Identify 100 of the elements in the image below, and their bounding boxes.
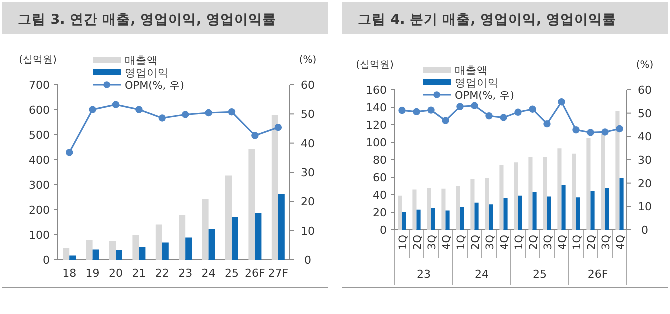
bar (586, 138, 591, 230)
x-tick-label: 26F (245, 267, 266, 280)
point (228, 108, 236, 116)
bar (156, 224, 162, 260)
y2-tick-label: 50 (638, 107, 652, 120)
bar (139, 247, 146, 260)
x-tick-label: 24 (202, 267, 216, 280)
bar (460, 207, 464, 230)
y2-axis-title: (%) (636, 60, 654, 71)
y2-tick-label: 10 (301, 224, 315, 238)
x-tick-label: 2Q (470, 235, 482, 250)
x-tick-label: 3Q (426, 235, 438, 250)
bar (605, 188, 610, 230)
bar (116, 250, 122, 260)
point (572, 126, 580, 134)
x-tick-label: 22 (155, 267, 170, 280)
y2-tick-label: 60 (638, 84, 652, 97)
bar (86, 240, 93, 260)
y-tick-label: 60 (373, 172, 387, 184)
point (182, 111, 190, 118)
bar (132, 235, 140, 260)
bar (226, 176, 232, 260)
y-tick-label: 40 (373, 189, 387, 202)
bar (601, 134, 606, 230)
y-tick-label: 140 (366, 102, 387, 114)
bar (474, 202, 479, 230)
y-tick-label: 20 (373, 206, 387, 220)
bar (489, 204, 494, 230)
x-tick-label: 2Q (586, 235, 598, 250)
x-tick-label: 3Q (600, 235, 612, 250)
bar (92, 250, 100, 260)
bar (63, 248, 70, 260)
y-tick-label: 0 (380, 224, 387, 237)
point (602, 128, 609, 136)
bar (620, 178, 624, 230)
bar (470, 179, 475, 230)
bar (442, 188, 446, 230)
bar (248, 150, 256, 260)
point (136, 106, 143, 114)
point (587, 129, 594, 136)
point (205, 109, 212, 117)
y2-axis-title: (%) (299, 55, 317, 66)
x-tick-label: 1Q (513, 235, 526, 250)
point (252, 132, 259, 140)
y2-tick-label: 50 (301, 108, 315, 122)
y2-tick-label: 0 (304, 254, 312, 267)
y-tick-label: 120 (366, 119, 387, 132)
bar (202, 200, 209, 260)
bar (558, 148, 562, 230)
y-tick-label: 700 (29, 79, 50, 92)
point (471, 102, 478, 110)
bar (572, 154, 576, 230)
bar (278, 194, 285, 260)
bar (70, 256, 76, 260)
legend-label: 영업이익 (455, 78, 499, 90)
bar (514, 162, 518, 230)
y-tick-label: 400 (29, 154, 50, 167)
point (274, 124, 282, 132)
legend-label: 매출액 (125, 55, 158, 67)
x-tick-label: 1Q (455, 235, 468, 250)
bar (412, 190, 417, 230)
y-tick-label: 300 (29, 179, 50, 192)
x-tick-label: 21 (132, 267, 146, 280)
point (112, 101, 120, 108)
bar (398, 196, 402, 230)
y-tick-label: 0 (43, 254, 50, 267)
y-tick-label: 160 (366, 84, 387, 97)
y-axis-title: (십억원) (356, 60, 394, 71)
x-tick-label: 4Q (556, 235, 569, 250)
point (158, 114, 166, 122)
point (500, 114, 508, 122)
bar (162, 242, 169, 260)
y2-tick-label: 20 (301, 196, 315, 209)
bar (255, 213, 262, 260)
bar (547, 196, 552, 230)
point (558, 98, 566, 106)
legend-label: OPM(%, 우) (125, 80, 185, 92)
x-tick-label: 3Q (542, 235, 554, 250)
x-tick-label: 27F (268, 267, 289, 280)
x-tick-label: 23 (178, 267, 193, 280)
x-tick-label: 2Q (412, 235, 424, 250)
bar (208, 230, 216, 260)
bar (500, 165, 504, 230)
bar (562, 185, 566, 230)
x-tick-label: 2Q (528, 235, 540, 250)
y2-tick-label: 60 (301, 79, 315, 92)
y2-tick-label: 40 (301, 137, 315, 150)
bar (543, 157, 548, 230)
bar (528, 157, 533, 230)
x-tick-label: 4Q (440, 235, 453, 250)
chart-title: 그림 3. 연간 매출, 영업이익, 영업이익률 (18, 12, 276, 28)
point (398, 106, 406, 114)
y-tick-label: 100 (366, 136, 387, 150)
bar (272, 116, 278, 260)
x-tick-label: 19 (86, 267, 100, 280)
bar (186, 238, 192, 260)
point (442, 117, 450, 124)
x-tick-label: 25 (225, 267, 239, 280)
y-tick-label: 200 (29, 204, 50, 217)
x-tick-label: 20 (109, 267, 123, 280)
